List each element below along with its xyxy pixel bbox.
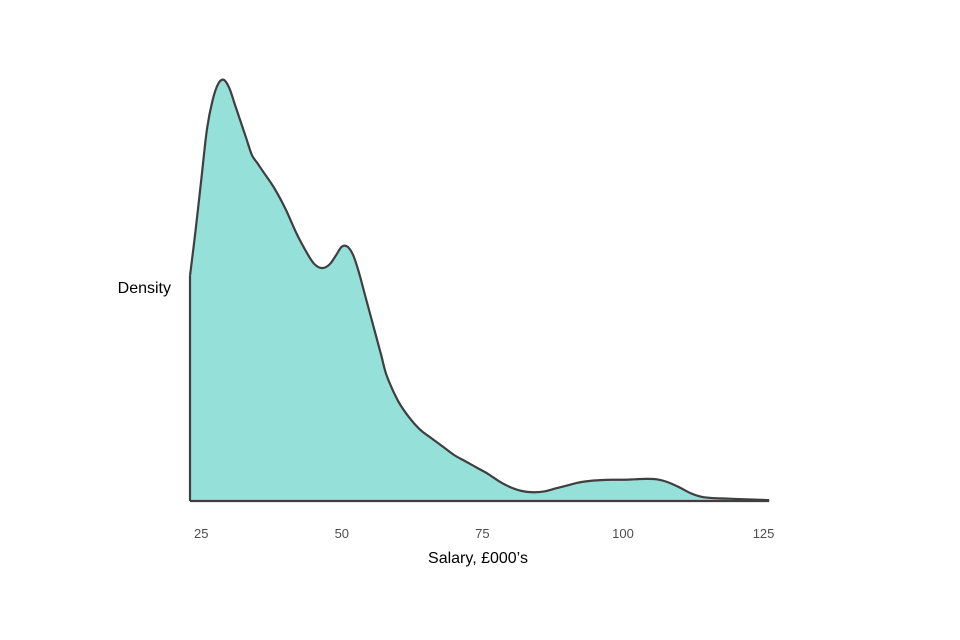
x-axis-title: Salary, £000’s	[428, 550, 528, 567]
plot-area	[188, 78, 770, 503]
x-tick-label: 100	[612, 526, 634, 541]
x-tick-label: 75	[475, 526, 489, 541]
density-area	[190, 79, 770, 501]
x-tick-label: 125	[753, 526, 775, 541]
density-line	[188, 78, 770, 502]
x-tick-label: 25	[194, 526, 208, 541]
x-tick-label: 50	[335, 526, 349, 541]
x-axis-ticks: 25 50 75 100 125	[194, 526, 774, 541]
y-axis-title: Density	[118, 280, 171, 297]
